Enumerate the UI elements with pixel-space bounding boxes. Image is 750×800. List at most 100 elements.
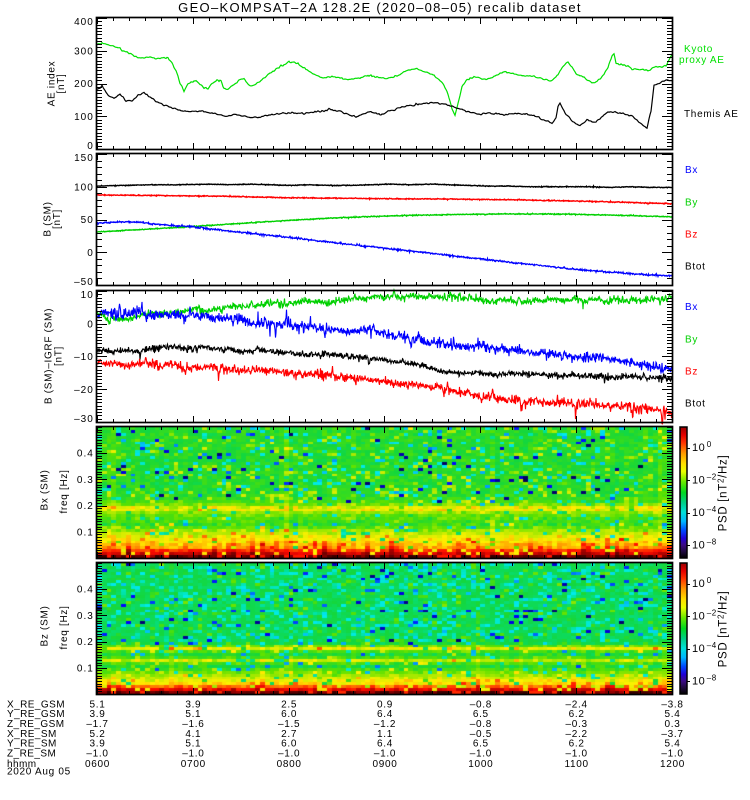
svg-text:0.4: 0.4	[77, 585, 94, 596]
svg-text:6.4: 6.4	[377, 709, 393, 720]
svg-text:10: 10	[81, 290, 94, 301]
svg-text:10–4: 10 –4	[692, 505, 717, 519]
svg-text:5.2: 5.2	[89, 729, 105, 740]
svg-text:–1.0: –1.0	[470, 749, 492, 760]
svg-text:6.0: 6.0	[281, 709, 297, 720]
svg-text:100: 100	[692, 576, 712, 590]
svg-text:–0.8: –0.8	[470, 700, 492, 711]
svg-text:–1.2: –1.2	[374, 719, 396, 730]
svg-text:–0.3: –0.3	[566, 719, 588, 730]
svg-text:[nT]: [nT]	[54, 346, 65, 366]
svg-text:5.4: 5.4	[664, 739, 680, 750]
svg-text:0.1: 0.1	[77, 663, 94, 674]
svg-text:0.9: 0.9	[377, 700, 393, 711]
svg-text:–1.5: –1.5	[278, 719, 300, 730]
svg-text:–1.0: –1.0	[278, 749, 300, 760]
svg-text:0600: 0600	[85, 759, 110, 770]
svg-text:6.5: 6.5	[473, 739, 489, 750]
svg-text:6.5: 6.5	[473, 709, 489, 720]
svg-text:0: 0	[87, 319, 94, 330]
svg-text:[nT]: [nT]	[52, 209, 63, 229]
svg-text:6.2: 6.2	[569, 739, 585, 750]
svg-text:100: 100	[692, 440, 712, 454]
svg-text:0.2: 0.2	[77, 501, 94, 512]
svg-text:400: 400	[74, 17, 94, 28]
svg-text:6.0: 6.0	[281, 739, 297, 750]
svg-text:5.1: 5.1	[185, 709, 201, 720]
svg-text:0.3: 0.3	[77, 475, 94, 486]
svg-text:By: By	[685, 198, 698, 209]
svg-text:300: 300	[74, 46, 94, 57]
svg-text:freq [Hz]: freq [Hz]	[59, 469, 70, 513]
svg-text:0: 0	[87, 248, 94, 259]
svg-text:–1.0: –1.0	[374, 749, 396, 760]
svg-text:50: 50	[81, 215, 94, 226]
svg-text:10–2: 10 –2	[692, 473, 717, 487]
svg-text:Btot: Btot	[685, 399, 706, 410]
svg-text:freq [Hz]: freq [Hz]	[59, 605, 70, 649]
svg-text:1000: 1000	[468, 759, 493, 770]
svg-text:0.2: 0.2	[77, 637, 94, 648]
svg-text:1.1: 1.1	[377, 729, 393, 740]
svg-text:0: 0	[87, 141, 94, 152]
svg-text:[nT]: [nT]	[56, 73, 67, 93]
svg-text:By: By	[685, 335, 698, 346]
svg-text:3.9: 3.9	[89, 709, 105, 720]
svg-text:3.9: 3.9	[185, 700, 201, 711]
svg-text:Y_RE_SM: Y_RE_SM	[7, 739, 57, 750]
svg-text:Bz (SM): Bz (SM)	[40, 605, 51, 646]
svg-text:Bz: Bz	[685, 230, 698, 241]
svg-text:5.1: 5.1	[185, 739, 201, 750]
svg-text:200: 200	[74, 79, 94, 90]
svg-text:–2.4: –2.4	[566, 700, 588, 711]
svg-text:–1.0: –1.0	[86, 749, 108, 760]
svg-text:100: 100	[74, 112, 94, 123]
svg-text:–50: –50	[74, 277, 94, 288]
svg-text:10–2: 10 –2	[692, 609, 717, 623]
svg-text:–0.5: –0.5	[470, 729, 492, 740]
svg-text:Themis AE: Themis AE	[684, 109, 739, 120]
svg-text:Y_RE_GSM: Y_RE_GSM	[7, 709, 65, 720]
svg-text:Z_RE_GSM: Z_RE_GSM	[7, 719, 65, 730]
svg-text:2.7: 2.7	[281, 729, 297, 740]
svg-text:6.2: 6.2	[569, 709, 585, 720]
svg-text:hhmm: hhmm	[7, 759, 37, 770]
svg-text:Bx (SM): Bx (SM)	[40, 469, 51, 510]
svg-text:5.4: 5.4	[664, 709, 680, 720]
svg-text:Bx: Bx	[685, 165, 698, 176]
svg-text:1200: 1200	[660, 759, 685, 770]
svg-text:–30: –30	[74, 414, 94, 425]
svg-text:–0.8: –0.8	[470, 719, 492, 730]
svg-text:150: 150	[74, 153, 94, 164]
svg-text:100: 100	[74, 182, 94, 193]
svg-text:4.1: 4.1	[185, 729, 201, 740]
svg-text:–2.2: –2.2	[566, 729, 588, 740]
svg-text:X_RE_GSM: X_RE_GSM	[7, 700, 65, 711]
svg-text:0.3: 0.3	[77, 611, 94, 622]
svg-text:–1.0: –1.0	[182, 749, 204, 760]
svg-text:2.5: 2.5	[281, 700, 297, 711]
svg-text:B (SM)–IGRF (SM): B (SM)–IGRF (SM)	[44, 308, 55, 404]
svg-text:Bx: Bx	[685, 302, 698, 313]
svg-text:–1.0: –1.0	[566, 749, 588, 760]
svg-text:GEO–KOMPSAT–2A 128.2E (2020–08: GEO–KOMPSAT–2A 128.2E (2020–08–05) recal…	[178, 0, 582, 15]
svg-text:X_RE_SM: X_RE_SM	[7, 729, 57, 740]
svg-text:6.4: 6.4	[377, 739, 393, 750]
svg-text:3.9: 3.9	[89, 739, 105, 750]
svg-text:10–8: 10 –8	[692, 674, 717, 688]
svg-text:AE index: AE index	[47, 61, 58, 107]
svg-text:10–4: 10 –4	[692, 641, 717, 655]
svg-text:–3.8: –3.8	[661, 700, 683, 711]
svg-text:0900: 0900	[372, 759, 397, 770]
svg-text:0.4: 0.4	[77, 449, 94, 460]
svg-text:0.3: 0.3	[664, 719, 680, 730]
svg-text:2020 Aug 05: 2020 Aug 05	[7, 767, 71, 778]
svg-text:1100: 1100	[565, 759, 589, 770]
svg-text:–3.7: –3.7	[661, 729, 683, 740]
svg-text:–1.6: –1.6	[182, 719, 204, 730]
svg-text:5.1: 5.1	[89, 700, 105, 711]
svg-text:B (SM): B (SM)	[43, 201, 54, 236]
svg-text:0800: 0800	[277, 759, 302, 770]
svg-text:PSD [nT2/Hz]: PSD [nT2/Hz]	[717, 455, 730, 532]
svg-text:PSD [nT2/Hz]: PSD [nT2/Hz]	[717, 591, 730, 668]
